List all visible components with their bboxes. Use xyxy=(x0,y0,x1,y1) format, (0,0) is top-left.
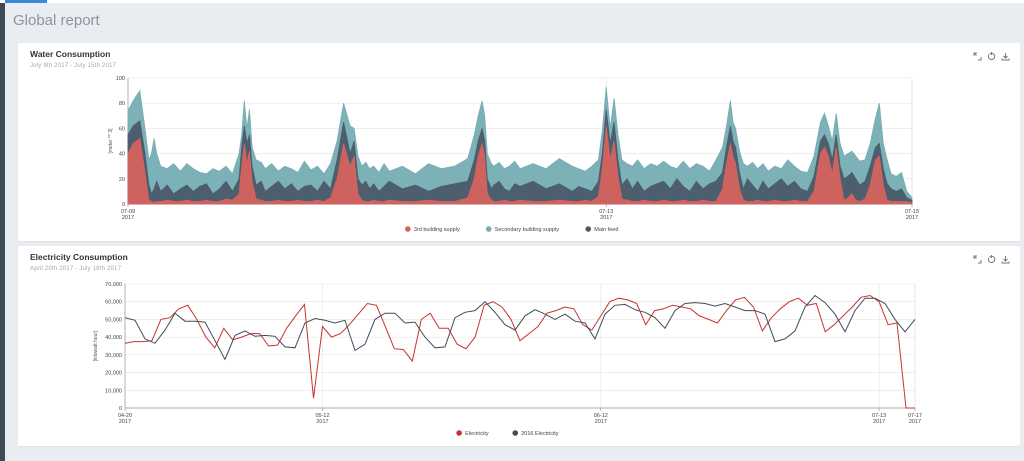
x-tick-label: 06-12 xyxy=(594,413,608,419)
legend-label: Main feed xyxy=(594,227,618,233)
y-tick-label: 60 xyxy=(119,126,125,132)
y-axis-label: [meter ** 3] xyxy=(108,128,114,154)
legend-label: Electricity xyxy=(465,431,489,437)
y-tick-label: 30,000 xyxy=(105,353,122,359)
y-tick-label: 100 xyxy=(116,76,125,82)
y-tick-label: 20,000 xyxy=(105,371,122,377)
download-icon[interactable] xyxy=(1000,51,1010,61)
zoom-reset-icon[interactable] xyxy=(972,254,982,264)
electricity-consumption-panel: Electricity Consumption April 20th 2017 … xyxy=(18,246,1020,446)
x-tick-label: 07-13 xyxy=(872,413,886,419)
restore-icon[interactable] xyxy=(986,51,996,61)
app-sidebar-strip xyxy=(0,0,5,461)
y-tick-label: 70,000 xyxy=(105,282,122,288)
x-tick-year: 2017 xyxy=(873,419,885,425)
restore-icon[interactable] xyxy=(986,254,996,264)
legend-marker xyxy=(456,430,462,436)
legend-label: 3rd building supply xyxy=(414,227,460,233)
electricity-chart: 0 10,000 20,000 30,000 40,000 50,000 60,000 70,… xyxy=(93,282,922,437)
legend-marker xyxy=(485,226,492,232)
x-tick-year: 2017 xyxy=(122,215,134,221)
chart-title: Water Consumption xyxy=(30,49,111,59)
series-area-3rd-building-supply xyxy=(127,125,913,205)
y-tick-label: 40 xyxy=(119,152,125,158)
y-axis-label: [kilowatt hour] xyxy=(93,330,99,361)
x-tick-year: 2017 xyxy=(316,419,328,425)
x-tick-year: 2017 xyxy=(906,215,918,221)
zoom-reset-icon[interactable] xyxy=(972,51,982,61)
top-bar xyxy=(0,0,1024,3)
y-tick-label: 40,000 xyxy=(105,335,122,341)
chart-toolbar xyxy=(972,254,1010,264)
chart-toolbar xyxy=(972,51,1010,61)
y-tick-label: 60,000 xyxy=(105,300,122,306)
page-title: Global report xyxy=(13,12,100,29)
x-tick-year: 2017 xyxy=(600,215,612,221)
chart-subtitle: July 9th 2017 - July 15th 2017 xyxy=(30,63,117,69)
x-tick-label: 04-20 xyxy=(118,413,132,419)
y-tick-label: 0 xyxy=(119,406,122,412)
water-consumption-panel: Water Consumption July 9th 2017 - July 1… xyxy=(18,43,1020,241)
legend-label: Secondary building supply xyxy=(495,227,559,233)
x-tick-label: 05-12 xyxy=(315,413,329,419)
y-tick-label: 80 xyxy=(119,101,125,107)
legend-marker xyxy=(405,226,411,232)
chart-title: Electricity Consumption xyxy=(30,252,128,262)
legend-label: 2016 Electricity xyxy=(521,431,559,437)
chart-subtitle: April 20th 2017 - July 18th 2017 xyxy=(30,266,122,272)
y-tick-label: 20 xyxy=(119,177,125,183)
y-tick-label: 10,000 xyxy=(105,388,122,394)
x-tick-label: 07-13 xyxy=(599,209,613,215)
legend-marker xyxy=(585,226,592,232)
series-line-electricity xyxy=(124,294,915,409)
top-bar-accent xyxy=(5,0,47,3)
x-tick-label: 07-17 xyxy=(908,413,922,419)
x-tick-year: 2017 xyxy=(909,419,921,425)
x-tick-year: 2017 xyxy=(119,419,131,425)
series-area-secondary-building-supply xyxy=(127,86,913,205)
y-tick-label: 0 xyxy=(122,202,125,208)
water-chart: 02040608010007-09201707-13201707-152017[… xyxy=(108,76,919,233)
legend-marker xyxy=(512,430,519,436)
x-tick-year: 2017 xyxy=(595,419,607,425)
y-tick-label: 50,000 xyxy=(105,317,122,323)
x-tick-label: 07-15 xyxy=(905,209,919,215)
download-icon[interactable] xyxy=(1000,254,1010,264)
series-line-2016-electricity xyxy=(124,294,916,361)
x-tick-label: 07-09 xyxy=(121,209,135,215)
